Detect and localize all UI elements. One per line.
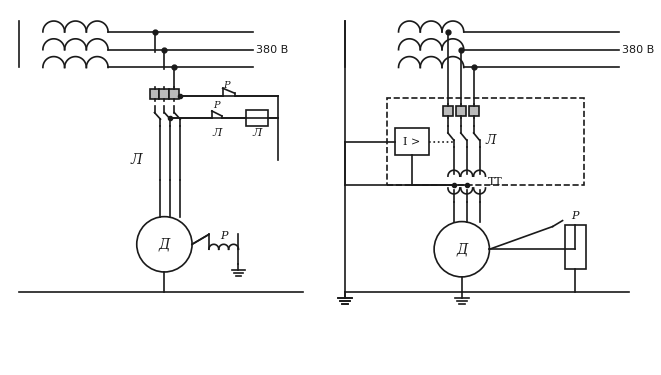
Text: ТТ: ТТ xyxy=(487,177,502,187)
Text: Р: Р xyxy=(220,231,227,242)
Bar xyxy=(149,89,159,99)
Text: Р: Р xyxy=(572,211,579,220)
Text: Л: Л xyxy=(212,128,221,138)
Text: I >: I > xyxy=(403,136,420,147)
Text: 380 В: 380 В xyxy=(622,45,654,55)
Text: Р: Р xyxy=(214,101,220,110)
Bar xyxy=(456,106,466,116)
Text: Л: Л xyxy=(253,128,262,138)
Text: Р: Р xyxy=(223,81,230,90)
Text: Д: Д xyxy=(456,242,467,256)
Bar xyxy=(564,225,586,269)
Text: Д: Д xyxy=(159,237,170,251)
Bar xyxy=(247,110,268,126)
Bar xyxy=(443,106,453,116)
Text: Л: Л xyxy=(131,153,143,167)
Bar xyxy=(469,106,479,116)
Bar xyxy=(159,89,169,99)
Text: 380 В: 380 В xyxy=(256,45,289,55)
Text: Л: Л xyxy=(485,134,496,147)
Bar xyxy=(387,98,584,185)
Bar xyxy=(169,89,179,99)
Bar xyxy=(395,128,429,155)
